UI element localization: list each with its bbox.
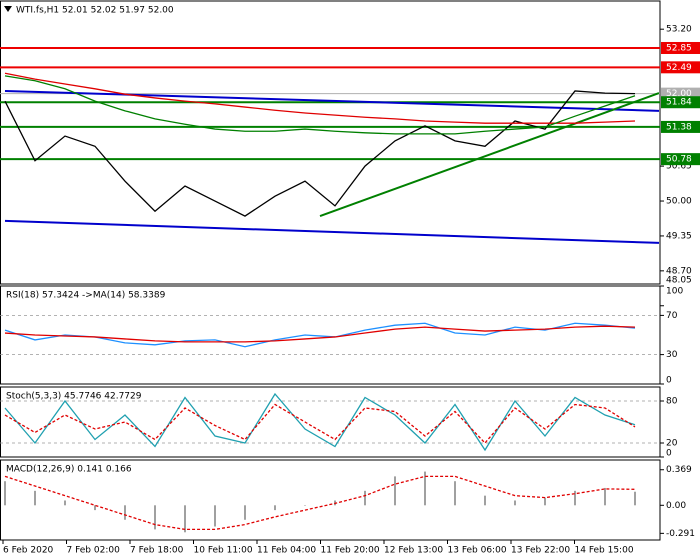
y-tick-label: 53.20 [666, 25, 692, 35]
y-tick-label: 0.369 [666, 465, 692, 475]
histogram-bar [454, 481, 456, 506]
x-tick-label: 13 Feb 22:00 [511, 546, 570, 556]
trend-line [319, 92, 660, 218]
histogram-bar [244, 505, 246, 520]
panel-frame [0, 459, 661, 541]
panel-frame [0, 0, 661, 285]
y-tick-label: 50.00 [666, 197, 692, 207]
y-tick-label: 100 [666, 287, 683, 297]
x-tick-label: 14 Feb 15:00 [575, 546, 634, 556]
series-line [4, 325, 636, 343]
histogram-bar [64, 500, 66, 506]
histogram-bar [304, 505, 306, 506]
x-tick-label: 7 Feb 18:00 [130, 546, 184, 556]
histogram-bar [394, 476, 396, 506]
trend-line [4, 219, 660, 244]
x-tick-label: 13 Feb 06:00 [448, 546, 507, 556]
y-tick-label: 48.05 [666, 276, 692, 286]
level-label-box [661, 153, 700, 166]
histogram-bar [214, 505, 216, 527]
y-tick-label: -0.291 [666, 529, 695, 539]
series-line [4, 90, 636, 217]
histogram-bar [274, 505, 276, 511]
y-tick-label: 80 [666, 397, 678, 407]
y-tick-label: 0 [666, 449, 672, 459]
series-line [4, 72, 636, 124]
level-label: 51.84 [666, 98, 692, 108]
panel-title: Stoch(5,3,3) 45.7746 42.7729 [6, 392, 142, 402]
y-tick-label: 48.70 [666, 266, 692, 276]
histogram-bar [484, 495, 486, 506]
histogram-bar [94, 505, 96, 511]
histogram-bar [4, 481, 6, 506]
x-tick-label: 11 Feb 20:00 [321, 546, 380, 556]
panel-frame [0, 285, 661, 385]
histogram-bar [634, 491, 636, 506]
histogram-bar [364, 490, 366, 506]
y-tick-label: 20 [666, 439, 678, 449]
histogram-bar [514, 500, 516, 506]
histogram-bar [184, 505, 186, 533]
panel-title: MACD(12,26,9) 0.141 0.166 [6, 465, 132, 475]
x-tick-label: 6 Feb 2020 [3, 546, 54, 556]
y-tick-label: 0 [666, 376, 672, 386]
level-label-box [661, 96, 700, 109]
histogram-bar [124, 505, 126, 520]
y-tick-label: 50.65 [666, 162, 692, 172]
histogram-bar [604, 487, 606, 506]
level-label: 51.38 [666, 122, 692, 132]
histogram-bar [424, 471, 426, 506]
level-label-box [661, 120, 700, 133]
series-line [4, 403, 636, 444]
x-tick-label: 10 Feb 11:00 [194, 546, 253, 556]
y-tick-label: 49.35 [666, 231, 692, 241]
histogram-bar [34, 490, 36, 506]
level-label: 52.85 [666, 43, 692, 53]
trend-line [4, 89, 660, 112]
histogram-bar [574, 490, 576, 506]
level-label-box [661, 41, 700, 54]
level-label: 52.00 [666, 89, 692, 99]
level-label: 52.49 [666, 63, 692, 73]
level-label: 50.78 [666, 155, 692, 165]
level-label-box [661, 61, 700, 74]
symbol-icon [4, 6, 12, 12]
panel-frame [0, 386, 661, 458]
series-line [4, 475, 636, 531]
x-tick-label: 7 Feb 02:00 [67, 546, 121, 556]
y-tick-label: 70 [666, 311, 678, 321]
panel-title: WTI.fs,H1 52.01 52.02 51.97 52.00 [16, 6, 174, 16]
x-tick-label: 12 Feb 13:00 [384, 546, 443, 556]
histogram-bar [154, 505, 156, 530]
series-line [4, 75, 636, 135]
panel-title: RSI(18) 57.3424 ->MA(14) 58.3389 [6, 291, 166, 301]
series-line [4, 392, 636, 452]
histogram-bar [544, 497, 546, 506]
x-tick-label: 11 Feb 04:00 [257, 546, 316, 556]
y-tick-label: 0.00 [666, 501, 686, 511]
series-line [4, 322, 636, 348]
y-tick-label: 30 [666, 350, 678, 360]
